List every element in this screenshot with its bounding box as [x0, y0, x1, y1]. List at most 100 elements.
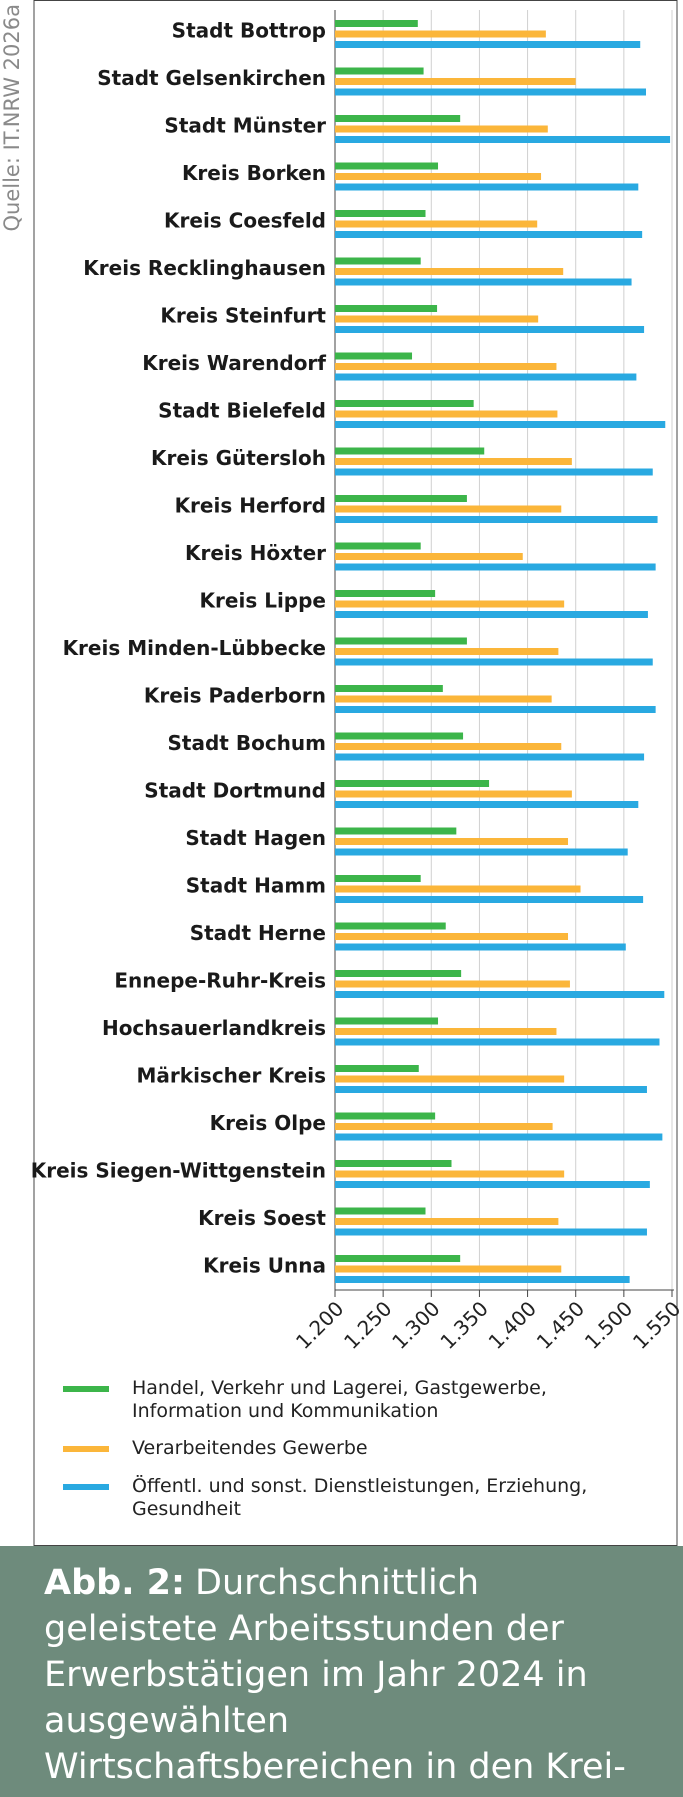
bar: [335, 848, 628, 856]
bar: [335, 421, 666, 428]
bar: [335, 885, 581, 893]
legend-label: Handel, Verkehr und Lagerei, Gastgewerbe…: [132, 1377, 547, 1422]
bar: [335, 648, 559, 655]
bar: [335, 41, 641, 48]
bar: [335, 563, 656, 571]
category-label: Stadt Bottrop: [172, 19, 326, 43]
category-label: Stadt Hamm: [186, 874, 326, 898]
bar: [335, 801, 639, 808]
bar: [335, 183, 639, 191]
bar: [335, 1086, 647, 1093]
bar: [335, 1265, 562, 1273]
category-label: Kreis Höxter: [185, 541, 326, 565]
bar: [335, 743, 562, 750]
bar: [335, 1181, 650, 1188]
bar: [335, 30, 546, 38]
bar: [335, 780, 490, 787]
bar: [335, 1228, 647, 1236]
bar: [335, 1255, 461, 1262]
bar: [335, 20, 418, 27]
bar: [335, 1123, 553, 1130]
bar: [335, 495, 467, 502]
bar: [335, 458, 572, 465]
category-label: Stadt Herne: [190, 921, 326, 945]
category-label: Stadt Bielefeld: [158, 399, 326, 423]
category-label: Kreis Siegen-Wittgenstein: [31, 1159, 326, 1183]
bar: [335, 115, 461, 122]
category-label: Stadt Bochum: [168, 731, 326, 755]
category-label: Kreis Warendorf: [142, 351, 326, 375]
bar: [335, 685, 443, 692]
bar: [335, 1028, 557, 1035]
bar: [335, 400, 474, 407]
bar: [335, 1276, 630, 1283]
bar: [335, 363, 557, 370]
bar: [335, 790, 572, 798]
source: Quelle: IT.NRW 2026a: [0, 4, 24, 232]
bar: [335, 1160, 452, 1167]
bar: [335, 516, 658, 523]
bar: [335, 173, 542, 180]
category-label: Stadt Hagen: [185, 826, 326, 850]
bar: [335, 88, 647, 96]
bar: [335, 268, 564, 275]
bar: [335, 231, 643, 238]
bar: [335, 1218, 559, 1225]
category-label: Kreis Herford: [175, 494, 326, 518]
bar: [335, 326, 645, 333]
bar: [335, 980, 570, 988]
category-label: Märkischer Kreis: [137, 1064, 327, 1088]
bar: [335, 1075, 565, 1083]
bar: [335, 505, 562, 513]
chart: Quelle: IT.NRW 2026a 1.2001.2501.3001.35…: [0, 0, 683, 1546]
legend-label: Öffentl. und sonst. Dienstleistungen, Er…: [132, 1475, 588, 1520]
bar: [335, 732, 464, 740]
legend-swatch: [63, 1484, 109, 1490]
bar: [335, 305, 438, 312]
bar: [335, 1207, 426, 1215]
bar: [335, 373, 637, 381]
bar: [335, 1170, 565, 1178]
caption: Durchschnittlich geleistete Arbeitsstund…: [44, 1563, 653, 1797]
legend-label: Verarbeitendes Gewerbe: [132, 1437, 368, 1459]
bar: [335, 210, 426, 217]
bar: [335, 352, 413, 360]
bar: [335, 658, 653, 666]
bar: [335, 600, 565, 608]
bar: [335, 753, 645, 761]
bar: [335, 590, 436, 597]
category-label: Kreis Coesfeld: [164, 209, 326, 233]
bar: [335, 1065, 419, 1072]
bar: [335, 1112, 436, 1120]
bar: [335, 695, 552, 703]
category-label: Kreis Olpe: [210, 1111, 326, 1135]
bar: [335, 542, 421, 550]
bar: [335, 838, 569, 845]
caption-box: Abb. 2: Durchschnittlich geleistete Arbei…: [0, 1546, 683, 1797]
category-label: Kreis Borken: [182, 161, 326, 185]
legend-swatch: [63, 1446, 109, 1452]
category-label: Kreis Paderborn: [144, 684, 326, 708]
bar: [335, 1133, 663, 1141]
bar: [335, 162, 439, 170]
category-label: Stadt Münster: [164, 114, 326, 138]
bar: [335, 970, 462, 977]
bar: [335, 447, 485, 455]
bar: [335, 922, 446, 930]
bar: [335, 1017, 439, 1025]
category-label: Stadt Dortmund: [144, 779, 326, 803]
caption-label: Abb. 2:: [44, 1563, 186, 1603]
bar: [335, 78, 576, 85]
legend-swatch: [63, 1386, 109, 1392]
bar: [335, 257, 421, 265]
bar: [335, 67, 424, 75]
category-label: Kreis Steinfurt: [160, 304, 326, 328]
bar: [335, 706, 656, 713]
category-label: Kreis Unna: [203, 1254, 326, 1278]
category-label: Ennepe-Ruhr-Kreis: [114, 969, 326, 993]
bar: [335, 943, 626, 951]
category-label: Kreis Minden-Lübbecke: [63, 636, 326, 660]
bar: [335, 896, 644, 903]
bar: [335, 468, 653, 476]
